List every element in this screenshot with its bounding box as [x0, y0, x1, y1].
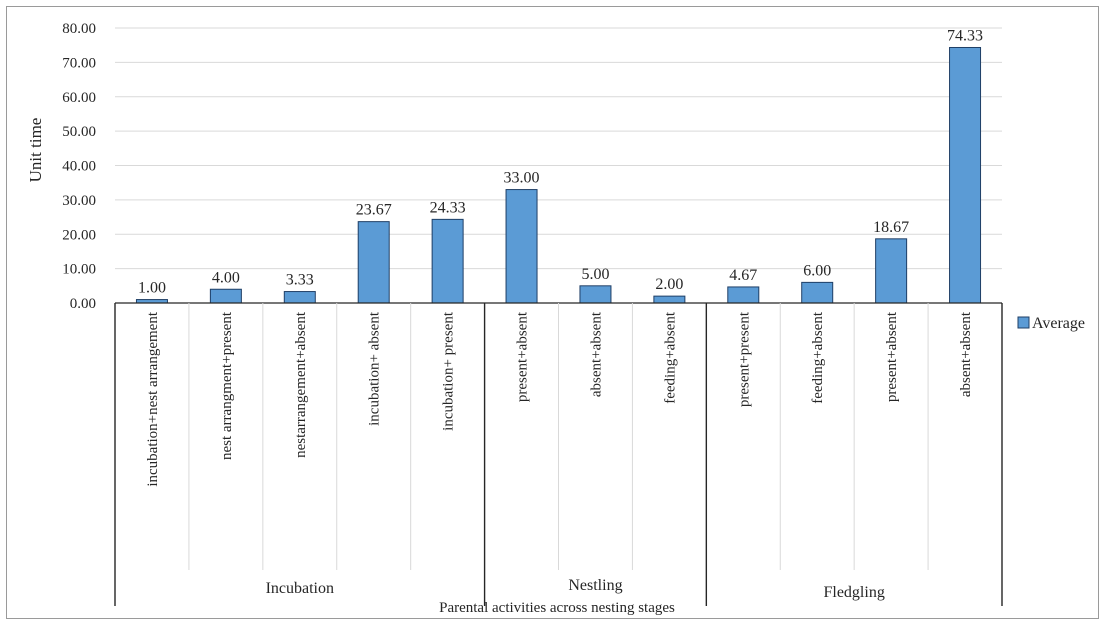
data-label: 5.00: [581, 266, 609, 283]
x-tick-label: present+present: [736, 311, 752, 407]
x-tick-label: present+absent: [515, 311, 531, 402]
x-axis: incubation+nest arrangement nest arrangme…: [114, 302, 1003, 606]
x-tick-label: present+absent: [884, 311, 900, 402]
bar: [505, 189, 538, 304]
x-tick-label: absent+absent: [958, 311, 974, 397]
y-tick-label: 30.00: [62, 193, 96, 209]
data-label: 4.67: [729, 267, 757, 284]
bar: [431, 218, 464, 304]
x-tick-label: feeding+absent: [662, 311, 678, 404]
y-axis-title: Unit time: [26, 118, 45, 183]
y-tick-label: 40.00: [62, 159, 96, 175]
x-tick-label: nestarrangement+absent: [293, 311, 309, 458]
data-label: 4.00: [212, 269, 240, 286]
bar: [949, 46, 982, 304]
y-tick-label: 0.00: [70, 296, 96, 312]
data-label: 33.00: [504, 170, 540, 187]
y-tick-label: 10.00: [62, 262, 96, 278]
legend-label: Average: [1032, 315, 1085, 332]
legend: Average: [1017, 315, 1085, 332]
data-label: 1.00: [138, 280, 166, 297]
group-label: Nestling: [568, 577, 622, 594]
data-label: 2.00: [655, 276, 683, 293]
bar: [283, 291, 316, 304]
group-label: Incubation: [266, 580, 334, 597]
x-tick-label: nest arrangment+present: [219, 311, 235, 460]
x-tick-label: incubation+ present: [441, 311, 457, 431]
y-tick-label: 60.00: [62, 90, 96, 106]
x-tick-label: absent+absent: [588, 311, 604, 397]
data-label: 24.33: [430, 199, 466, 216]
data-label: 3.33: [286, 272, 314, 289]
x-tick-label: feeding+absent: [810, 311, 826, 404]
bar: [357, 221, 390, 304]
y-axis-ticks: 0.00 10.00 20.00 30.00 40.00 50.00 60.00 70.00 8…: [62, 21, 96, 312]
bar: [209, 288, 242, 304]
group-label: Fledgling: [823, 584, 884, 601]
y-tick-label: 20.00: [62, 227, 96, 243]
data-labels: 1.00 4.00 3.33 23.67 24.33 33.00 5.00 2.00 4.67 6…: [138, 27, 983, 296]
gridlines: [115, 27, 1002, 270]
data-label: 18.67: [873, 219, 909, 236]
y-tick-label: 80.00: [62, 21, 96, 37]
x-axis-title: Parental activities across nesting stage…: [439, 600, 675, 616]
data-label: 74.33: [947, 27, 983, 44]
bars: [135, 46, 982, 304]
legend-swatch: [1017, 316, 1030, 329]
bar: [579, 285, 612, 304]
chart-frame: [6, 6, 1099, 619]
bar: [727, 286, 760, 304]
bar: [875, 238, 908, 304]
y-tick-label: 50.00: [62, 124, 96, 140]
data-label: 23.67: [356, 202, 392, 219]
x-tick-label: incubation+ absent: [367, 311, 383, 426]
bar: [801, 281, 834, 304]
y-tick-label: 70.00: [62, 55, 96, 71]
bar: [653, 295, 686, 304]
data-label: 6.00: [803, 262, 831, 279]
x-tick-label: incubation+nest arrangement: [145, 311, 161, 486]
